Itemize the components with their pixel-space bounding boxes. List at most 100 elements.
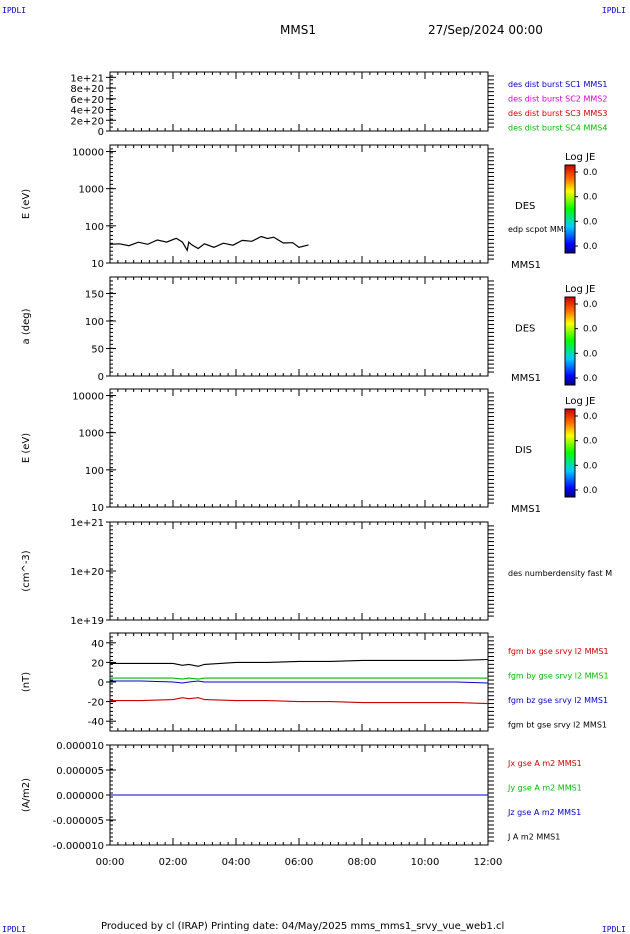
y-tick-label: 20: [91, 658, 104, 669]
y-tick-label: 100: [85, 466, 104, 477]
y-tick-label: 0.000000: [56, 791, 104, 802]
y-tick-label: 100: [85, 222, 104, 233]
y-tick-label: 8e+20: [70, 84, 104, 95]
colorbar-title: Log JE: [565, 284, 595, 295]
y-tick-label: 1000: [79, 185, 104, 196]
legend-entry: des dist burst SC4 MMS4: [508, 124, 607, 133]
colorbar: [564, 408, 576, 498]
x-tick-label: 02:00: [159, 857, 188, 868]
y-tick-label: 10: [91, 503, 104, 514]
colorbar-label: 0.0: [583, 193, 598, 203]
y-tick-label: -0.000005: [53, 816, 104, 827]
spacecraft-label: MMS1: [511, 504, 541, 515]
y-axis-label: (A/m2): [21, 778, 32, 812]
series-line: [110, 697, 489, 705]
x-tick-label: 06:00: [285, 857, 314, 868]
y-tick-label: 1e+21: [70, 518, 104, 529]
corner-label-top-right: IPDLI: [602, 6, 626, 15]
y-tick-label: 1e+19: [70, 616, 104, 627]
legend-entry: des dist burst SC1 MMS1: [508, 80, 607, 89]
colorbar-label: 0.0: [583, 412, 598, 422]
legend-entry: fgm bx gse srvy l2 MMS1: [508, 647, 609, 656]
spacecraft-title: MMS1: [280, 23, 316, 37]
legend-entry: des numberdensity fast M: [508, 569, 612, 578]
legend-entry: fgm by gse srvy l2 MMS1: [508, 672, 609, 681]
x-tick-label: 00:00: [96, 857, 125, 868]
instrument-label: DES: [515, 324, 535, 335]
date-title: 27/Sep/2024 00:00: [428, 23, 543, 37]
y-tick-label: 40: [91, 639, 104, 650]
y-tick-label: 0.000010: [56, 741, 104, 752]
x-tick-label: 12:00: [474, 857, 503, 868]
series-line: [110, 658, 489, 667]
colorbar-label: 0.0: [583, 437, 598, 447]
corner-label-bottom-left: IPDLI: [2, 925, 26, 934]
instrument-label: DES: [515, 201, 535, 212]
y-axis-label: a (deg): [21, 308, 32, 344]
y-tick-label: 100: [85, 317, 104, 328]
panel-frame: [109, 521, 489, 621]
y-tick-label: 0.000005: [56, 766, 104, 777]
panel-frame: [109, 144, 489, 264]
y-axis-label: (cm^-3): [21, 550, 32, 591]
y-tick-label: 150: [85, 290, 104, 301]
corner-label-top-left: IPDLI: [2, 6, 26, 15]
legend-entry: J A m2 MMS1: [507, 833, 560, 842]
y-tick-label: -40: [88, 717, 104, 728]
colorbar-label: 0.0: [583, 374, 598, 384]
x-tick-label: 04:00: [222, 857, 251, 868]
series-line: [110, 677, 488, 680]
colorbar: [564, 164, 576, 254]
panel-frame: [109, 276, 489, 377]
y-tick-label: 50: [91, 345, 104, 356]
y-tick-label: 0: [98, 372, 104, 383]
y-tick-label: 10000: [72, 148, 104, 159]
legend-entry: Jx gse A m2 MMS1: [507, 759, 582, 768]
x-tick-label: 10:00: [411, 857, 440, 868]
y-tick-label: 10000: [72, 392, 104, 403]
series-line: [110, 680, 489, 684]
x-tick-label: 08:00: [348, 857, 377, 868]
y-tick-label: 1e+21: [70, 73, 104, 84]
y-tick-label: 0: [98, 678, 104, 689]
legend-entry: des dist burst SC2 MMS2: [508, 95, 607, 104]
panel-frame: [109, 71, 489, 132]
y-tick-label: 1000: [79, 429, 104, 440]
colorbar-label: 0.0: [583, 461, 598, 471]
overlay-series-line: [109, 235, 309, 252]
colorbar-title: Log JE: [565, 396, 595, 407]
y-tick-label: 4e+20: [70, 106, 104, 117]
colorbar-label: 0.0: [583, 486, 598, 496]
overlay-label: edp scpot MMS1: [508, 225, 574, 234]
spacecraft-label: MMS1: [511, 260, 541, 271]
y-axis-label: E (eV): [21, 189, 32, 219]
instrument-label: DIS: [515, 445, 532, 456]
colorbar-label: 0.0: [583, 242, 598, 252]
y-tick-label: 0: [98, 127, 104, 138]
corner-label-bottom-right: IPDLI: [602, 925, 626, 934]
footer-credit: Produced by cl (IRAP) Printing date: 04/…: [101, 921, 504, 932]
y-axis-label: (nT): [21, 672, 32, 692]
legend-entry: des dist burst SC3 MMS3: [508, 109, 607, 118]
legend-entry: Jz gse A m2 MMS1: [507, 808, 581, 817]
y-tick-label: -0.000010: [53, 841, 104, 852]
y-axis-label: E (eV): [21, 433, 32, 463]
colorbar-label: 0.0: [583, 168, 598, 178]
y-tick-label: 1e+20: [70, 567, 104, 578]
legend-entry: fgm bt gse srvy l2 MMS1: [508, 721, 607, 730]
colorbar-label: 0.0: [583, 217, 598, 227]
panel-frame: [109, 388, 489, 508]
y-tick-label: 10: [91, 259, 104, 270]
colorbar-label: 0.0: [583, 300, 598, 310]
y-tick-label: -20: [88, 698, 104, 709]
colorbar-label: 0.0: [583, 349, 598, 359]
colorbar-label: 0.0: [583, 325, 598, 335]
legend-entry: fgm bz gse srvy l2 MMS1: [508, 696, 608, 705]
legend-entry: Jy gse A m2 MMS1: [507, 784, 582, 793]
colorbar-title: Log JE: [565, 152, 595, 163]
spacecraft-label: MMS1: [511, 373, 541, 384]
colorbar: [564, 296, 576, 386]
y-tick-label: 2e+20: [70, 116, 104, 127]
